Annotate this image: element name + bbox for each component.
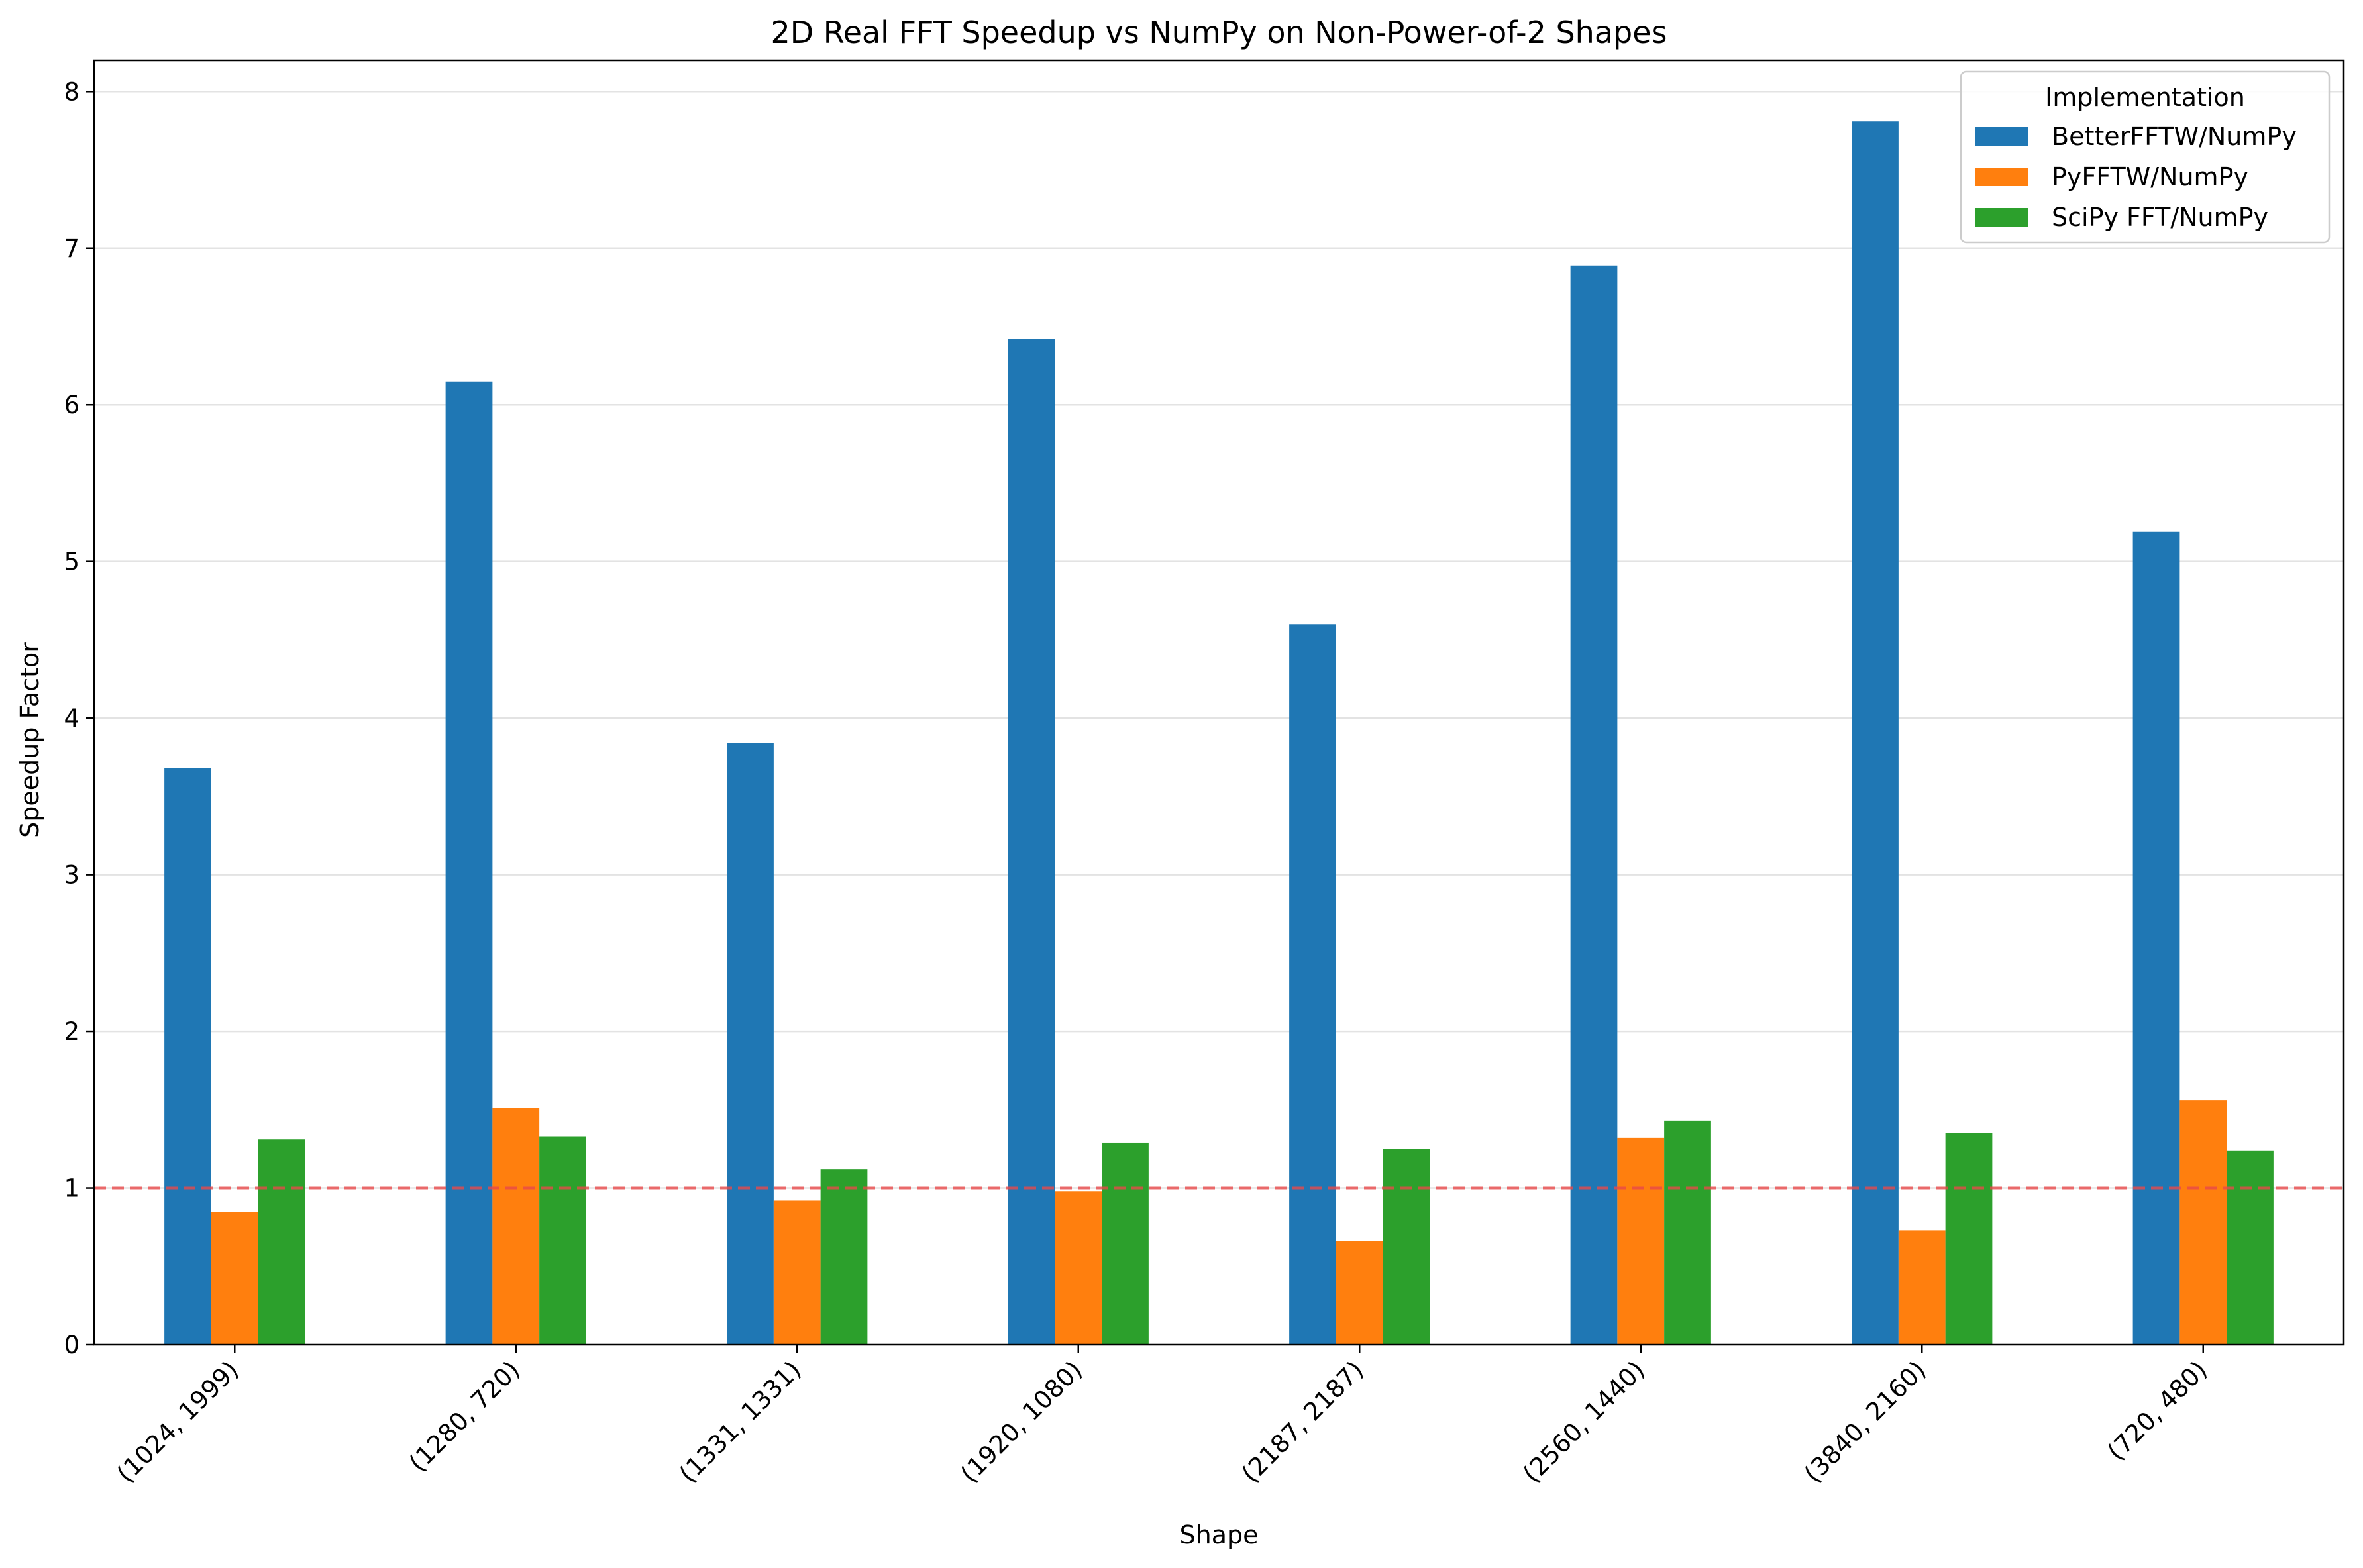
bar-5-2 [1664, 1120, 1711, 1345]
y-axis-label: Speedup Factor [15, 642, 44, 838]
bar-1-2 [539, 1136, 586, 1345]
legend-swatch-1 [1975, 168, 2028, 186]
legend-label-0: BetterFFTW/NumPy [2052, 122, 2297, 151]
y-tick-label-6: 6 [64, 391, 79, 419]
bar-2-1 [773, 1200, 821, 1345]
legend-swatch-0 [1975, 127, 2028, 146]
chart-title: 2D Real FFT Speedup vs NumPy on Non-Powe… [770, 15, 1667, 50]
bar-7-1 [2179, 1100, 2227, 1345]
bar-6-1 [1898, 1230, 1946, 1345]
y-axis-ticks: 0 1 2 3 4 5 6 7 8 [64, 78, 94, 1359]
x-axis-label: Shape [1180, 1520, 1259, 1549]
y-tick-label-2: 2 [64, 1018, 79, 1046]
legend-label-1: PyFFTW/NumPy [2052, 162, 2248, 191]
bar-0-0 [164, 768, 211, 1345]
bar-3-0 [1008, 339, 1055, 1345]
bar-1-0 [445, 381, 493, 1345]
legend-box [1960, 70, 2331, 244]
bar-5-1 [1617, 1137, 1665, 1345]
y-tick-label-7: 7 [64, 235, 79, 263]
legend-title: Implementation [2045, 83, 2245, 112]
y-tick-label-3: 3 [64, 861, 79, 890]
bar-5-0 [1570, 265, 1618, 1345]
legend-label-2: SciPy FFT/NumPy [2052, 203, 2268, 232]
y-tick-label-4: 4 [64, 704, 79, 733]
bar-7-2 [2227, 1150, 2274, 1345]
bar-0-2 [258, 1139, 305, 1345]
legend: Implementation BetterFFTW/NumPy PyFFTW/Nu… [1960, 70, 2331, 244]
bar-0-1 [211, 1212, 258, 1345]
plot-frame [93, 59, 2345, 1346]
bar-6-2 [1945, 1133, 1993, 1345]
bar-3-1 [1055, 1191, 1102, 1345]
bar-4-1 [1336, 1241, 1383, 1345]
y-tick-label-5: 5 [64, 548, 79, 576]
bar-3-2 [1102, 1142, 1149, 1345]
bar-2-0 [727, 743, 774, 1345]
y-tick-label-0: 0 [64, 1331, 79, 1359]
bar-4-0 [1289, 624, 1336, 1345]
bars [164, 121, 2274, 1345]
bar-6-0 [1852, 121, 1899, 1345]
legend-items: BetterFFTW/NumPy PyFFTW/NumPy SciPy FFT/Nu… [1975, 122, 2297, 232]
legend-swatch-2 [1975, 208, 2028, 227]
y-tick-label-1: 1 [64, 1175, 79, 1203]
bar-2-2 [820, 1169, 868, 1345]
bar-7-0 [2132, 531, 2180, 1345]
y-tick-label-8: 8 [64, 78, 79, 106]
bar-4-2 [1383, 1149, 1430, 1345]
bar-1-1 [492, 1108, 540, 1345]
